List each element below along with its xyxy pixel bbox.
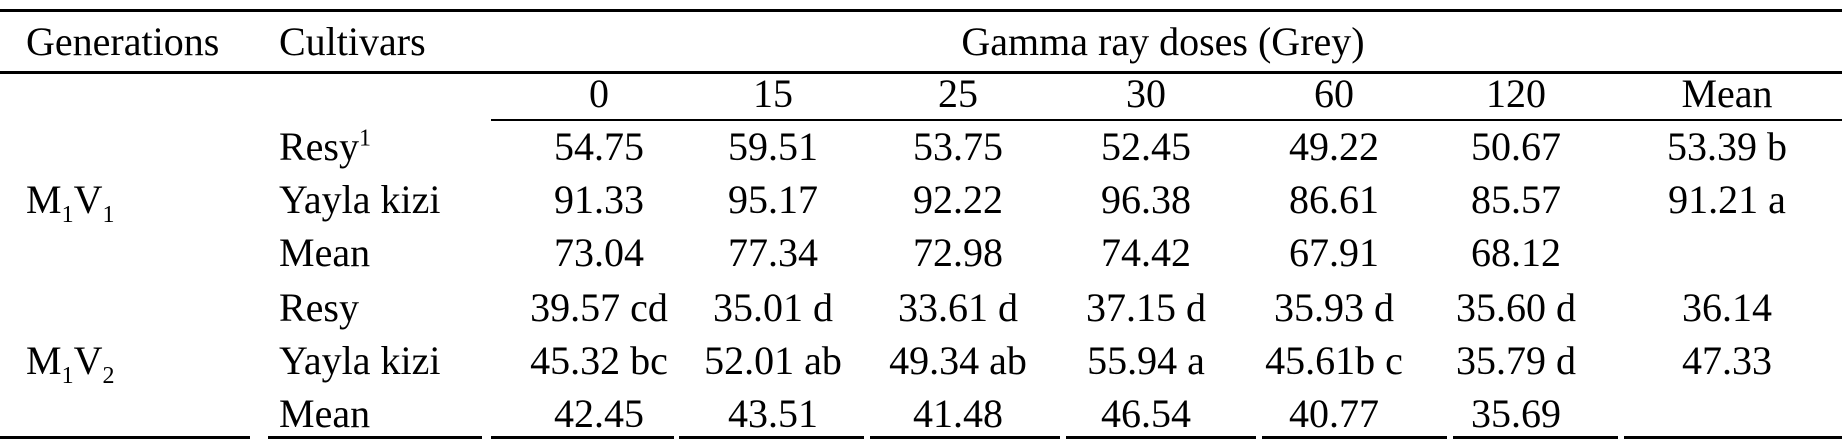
cultivar-name: Mean <box>279 391 371 436</box>
cultivar-name: Mean <box>279 230 371 275</box>
table-cell: 39.57 cd <box>530 285 668 330</box>
table-cell: 35.60 d <box>1456 285 1576 330</box>
table-cell: 45.32 bc <box>530 338 668 383</box>
table-cell: 91.21 a <box>1668 177 1786 222</box>
table-cell: 37.15 d <box>1086 285 1206 330</box>
table-cell: 72.98 <box>913 230 1003 275</box>
cultivar-name: Yayla kizi <box>279 177 441 222</box>
table-cell: 54.75 <box>554 124 644 169</box>
cultivar-label: Mean <box>279 233 370 273</box>
rule-line <box>491 436 674 439</box>
cultivar-label: Resy1 <box>279 127 371 167</box>
cultivar-label: Yayla kizi <box>279 180 440 220</box>
cultivar-name: Yayla kizi <box>279 338 441 383</box>
generation-part: 1 <box>61 202 74 228</box>
table-cell: 41.48 <box>913 391 1003 436</box>
dose-header: 60 <box>1314 71 1354 116</box>
table-cell: 36.14 <box>1682 285 1772 330</box>
table-cell: 68.12 <box>1471 230 1561 275</box>
table-cell: 92.22 <box>913 177 1003 222</box>
generation-part: M <box>26 177 62 222</box>
table-cell: 74.42 <box>1101 230 1191 275</box>
table-cell: 49.34 ab <box>889 338 1027 383</box>
table-cell: 95.17 <box>728 177 818 222</box>
table-cell: 91.33 <box>554 177 644 222</box>
table-cell: 42.45 <box>554 391 644 436</box>
rule-line <box>1066 436 1256 439</box>
generation-part: 1 <box>61 363 74 389</box>
rule-line <box>1453 436 1618 439</box>
column-header: Gamma ray doses (Grey) <box>961 19 1365 64</box>
dose-header: 0 <box>589 71 609 116</box>
generation-label: M1V2 <box>26 338 114 389</box>
table-cell: 46.54 <box>1101 391 1191 436</box>
cultivar-label: Mean <box>279 394 370 434</box>
table-cell: 73.04 <box>554 230 644 275</box>
table-cell: 55.94 a <box>1087 338 1205 383</box>
generation-label: M1V1 <box>26 177 114 228</box>
dose-header: 30 <box>1126 71 1166 116</box>
table-cell: 33.61 d <box>898 285 1018 330</box>
cultivar-name: Resy <box>279 124 359 169</box>
table-cell: 85.57 <box>1471 177 1561 222</box>
cultivar-name: Resy <box>279 285 359 330</box>
table-cell: 43.51 <box>728 391 818 436</box>
generation-part: M <box>26 338 62 383</box>
generation-part: 2 <box>102 363 115 389</box>
table-cell: 50.67 <box>1471 124 1561 169</box>
dose-header: Mean <box>1681 71 1773 116</box>
table-cell: 45.61b c <box>1265 338 1403 383</box>
rule-line <box>491 119 1842 121</box>
dose-header: 25 <box>938 71 978 116</box>
table-cell: 53.75 <box>913 124 1003 169</box>
table-cell: 35.93 d <box>1274 285 1394 330</box>
rule-line <box>679 436 864 439</box>
table-cell: 59.51 <box>728 124 818 169</box>
table-cell: 86.61 <box>1289 177 1379 222</box>
rule-line <box>0 9 1842 12</box>
dose-header: 120 <box>1486 71 1546 116</box>
table-cell: 52.45 <box>1101 124 1191 169</box>
cultivar-label: Resy <box>279 288 359 328</box>
cultivar-label: Yayla kizi <box>279 341 440 381</box>
rule-line <box>1262 436 1447 439</box>
rule-line <box>870 436 1060 439</box>
table-cell: 96.38 <box>1101 177 1191 222</box>
table-cell: 35.79 d <box>1456 338 1576 383</box>
table-cell: 40.77 <box>1289 391 1379 436</box>
column-header: Cultivars <box>279 19 426 64</box>
column-header: Generations <box>26 19 220 64</box>
generation-part: V <box>73 177 103 222</box>
rule-line <box>1624 436 1842 439</box>
table-cell: 49.22 <box>1289 124 1379 169</box>
rule-line <box>0 71 1842 74</box>
table-cell: 47.33 <box>1682 338 1772 383</box>
table-cell: 67.91 <box>1289 230 1379 275</box>
dose-header: 15 <box>753 71 793 116</box>
table-cell: 53.39 b <box>1667 124 1787 169</box>
table-cell: 52.01 ab <box>704 338 842 383</box>
generation-part: 1 <box>102 202 115 228</box>
rule-line <box>268 436 482 439</box>
footnote-mark: 1 <box>359 125 371 152</box>
table-cell: 35.69 <box>1471 391 1561 436</box>
rule-line <box>0 436 250 439</box>
table-cell: 77.34 <box>728 230 818 275</box>
table-cell: 35.01 d <box>713 285 833 330</box>
generation-part: V <box>73 338 103 383</box>
